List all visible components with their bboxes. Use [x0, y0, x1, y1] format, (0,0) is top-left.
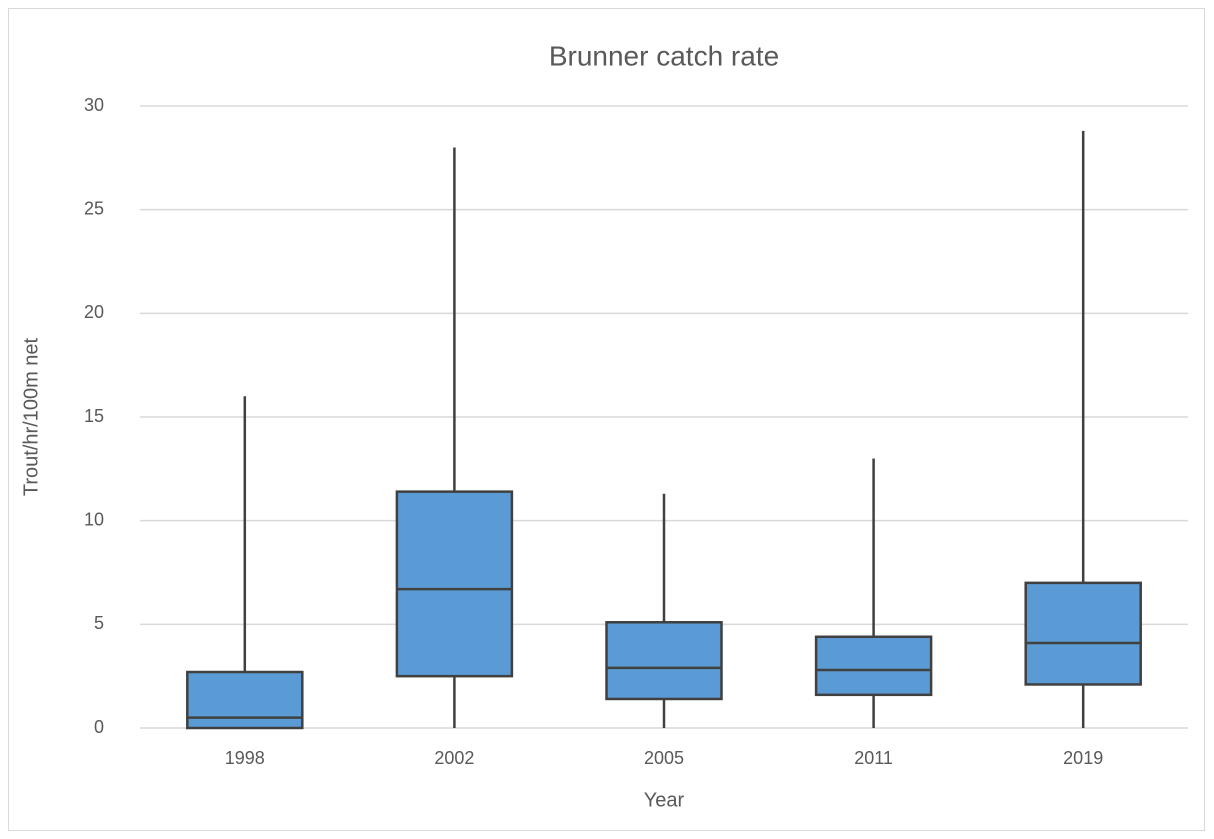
x-tick-label: 2019: [1063, 748, 1103, 768]
box: [1024, 581, 1142, 686]
x-axis-label: Year: [644, 789, 685, 811]
box: [814, 635, 933, 697]
y-axis-label: Trout/hr/100m net: [20, 337, 42, 496]
x-tick-label: 2005: [644, 748, 684, 768]
y-tick-label: 25: [84, 198, 104, 218]
y-tick-label: 0: [94, 717, 104, 737]
chart-title: Brunner catch rate: [549, 40, 779, 71]
box: [395, 490, 514, 678]
x-tick-label: 2002: [434, 748, 474, 768]
y-tick-label: 10: [84, 509, 104, 529]
box: [605, 621, 723, 701]
box: [186, 670, 304, 730]
y-tick-label: 5: [94, 613, 104, 633]
x-tick-label: 1998: [225, 748, 265, 768]
y-tick-label: 15: [84, 406, 104, 426]
y-tick-label: 20: [84, 302, 104, 322]
x-tick-label: 2011: [854, 748, 893, 768]
y-tick-label: 30: [84, 95, 104, 115]
